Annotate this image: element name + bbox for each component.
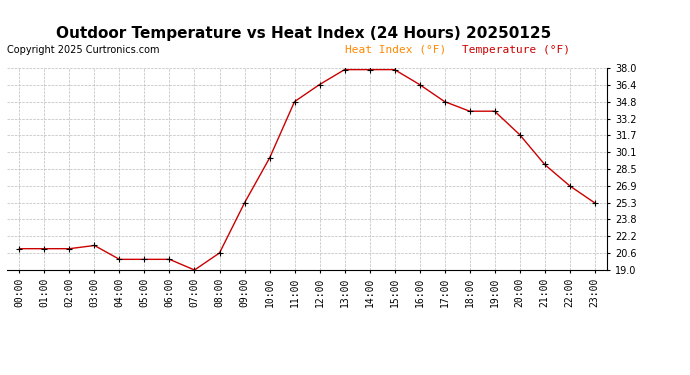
- Text: Copyright 2025 Curtronics.com: Copyright 2025 Curtronics.com: [7, 45, 159, 55]
- Text: Temperature (°F): Temperature (°F): [462, 45, 571, 55]
- Text: Outdoor Temperature vs Heat Index (24 Hours) 20250125: Outdoor Temperature vs Heat Index (24 Ho…: [56, 26, 551, 41]
- Text: Heat Index (°F): Heat Index (°F): [345, 45, 446, 55]
